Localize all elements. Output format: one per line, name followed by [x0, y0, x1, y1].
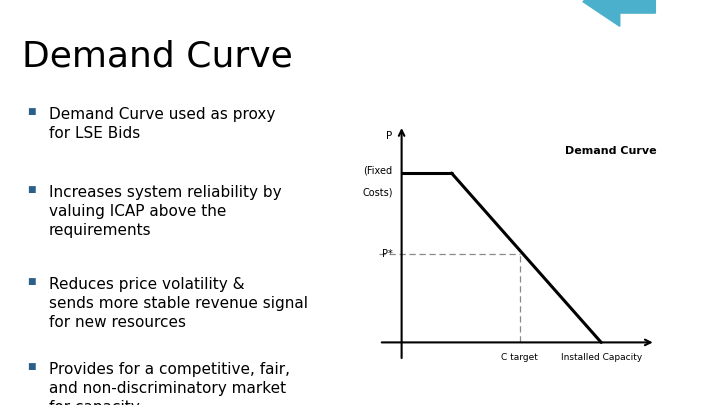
- Text: 47: 47: [698, 390, 709, 399]
- Text: P: P: [387, 131, 392, 141]
- Text: ■: ■: [27, 277, 36, 286]
- Text: Reduces price volatility &
sends more stable revenue signal
for new resources: Reduces price volatility & sends more st…: [49, 277, 308, 330]
- Text: Costs): Costs): [362, 188, 392, 198]
- Text: Increases system reliability by
valuing ICAP above the
requirements: Increases system reliability by valuing …: [49, 185, 282, 238]
- Text: Demand Curve used as proxy
for LSE Bids: Demand Curve used as proxy for LSE Bids: [49, 107, 275, 141]
- Text: C target: C target: [501, 354, 538, 362]
- Text: ©COPYRIGHT NYISO 2010. ALL RIGHTS RESERVED: ©COPYRIGHT NYISO 2010. ALL RIGHTS RESERV…: [7, 390, 233, 399]
- Text: ■: ■: [27, 107, 36, 116]
- Text: ■: ■: [27, 185, 36, 194]
- Text: P*: P*: [382, 249, 392, 258]
- Text: ISO: ISO: [661, 0, 696, 11]
- Text: Provides for a competitive, fair,
and non-discriminatory market
for capacity: Provides for a competitive, fair, and no…: [49, 362, 290, 405]
- Text: Demand Curve: Demand Curve: [22, 40, 292, 74]
- Text: ■: ■: [27, 362, 36, 371]
- Text: (Fixed: (Fixed: [364, 166, 392, 176]
- Text: Demand Curve: Demand Curve: [564, 146, 657, 156]
- Text: Installed Capacity: Installed Capacity: [561, 354, 642, 362]
- Polygon shape: [583, 0, 655, 26]
